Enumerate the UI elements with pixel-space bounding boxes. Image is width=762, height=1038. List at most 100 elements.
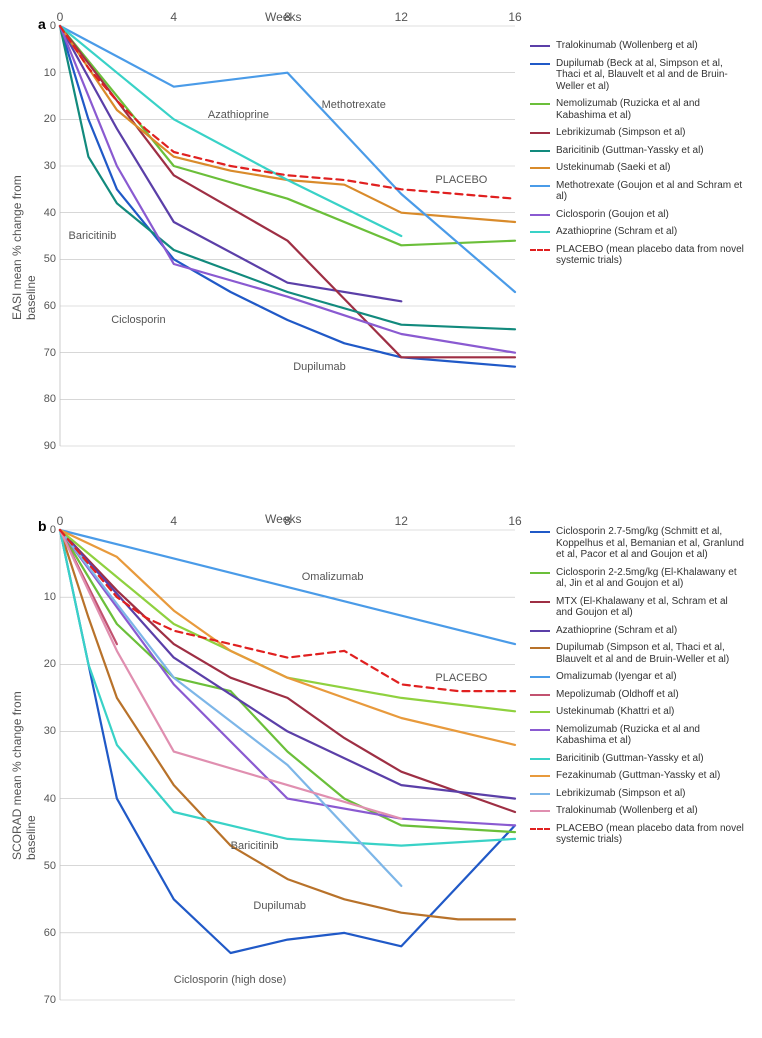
x-tick-label: 8: [284, 10, 291, 24]
legend-label: Lebrikizumab (Simpson et al): [556, 788, 746, 800]
y-tick-label: 10: [32, 591, 56, 603]
legend-label: Nemolizumab (Ruzicka et al and Kabashima…: [556, 724, 746, 747]
legend-swatch: [530, 676, 550, 678]
legend-item: Azathioprine (Schram et al): [530, 226, 746, 238]
series-line: [60, 530, 515, 691]
legend-swatch: [530, 572, 550, 574]
legend-label: Azathioprine (Schram et al): [556, 226, 746, 238]
chart-annotation: Dupilumab: [293, 361, 346, 373]
y-tick-label: 20: [32, 113, 56, 125]
chart-annotation: Omalizumab: [302, 571, 364, 583]
legend-item: Omalizumab (Iyengar et al): [530, 671, 746, 683]
legend-swatch: [530, 167, 550, 169]
series-line: [60, 530, 515, 745]
legend-swatch: [530, 231, 550, 233]
legend-swatch: [530, 758, 550, 760]
y-tick-label: 50: [32, 253, 56, 265]
x-tick-label: 16: [508, 10, 521, 24]
legend-label: Azathioprine (Schram et al): [556, 625, 746, 637]
legend-item: Baricitinib (Guttman-Yassky et al): [530, 145, 746, 157]
legend-swatch: [530, 630, 550, 632]
legend-label: Baricitinib (Guttman-Yassky et al): [556, 145, 746, 157]
legend-swatch: [530, 810, 550, 812]
x-tick-label: 16: [508, 514, 521, 528]
chart-annotation: PLACEBO: [435, 174, 487, 186]
y-tick-label: 90: [32, 440, 56, 452]
y-tick-label: 40: [32, 793, 56, 805]
legend-item: Ciclosporin 2-2.5mg/kg (El-Khalawany et …: [530, 567, 746, 590]
legend-label: Ustekinumab (Khattri et al): [556, 706, 746, 718]
x-tick-label: 0: [57, 514, 64, 528]
legend-label: Ciclosporin (Goujon et al): [556, 209, 746, 221]
legend-label: Dupilumab (Simpson et al, Thaci et al, B…: [556, 642, 746, 665]
legend-swatch: [530, 775, 550, 777]
y-tick-label: 10: [32, 67, 56, 79]
legend-label: Ciclosporin 2-2.5mg/kg (El-Khalawany et …: [556, 567, 746, 590]
panel-a-plot: [60, 26, 515, 446]
panel-b-y-title: SCORAD mean % change from baseline: [10, 660, 38, 860]
chart-annotation: Azathioprine: [208, 109, 269, 121]
legend-label: MTX (El-Khalawany et al, Schram et al an…: [556, 596, 746, 619]
page: a b Weeks Weeks EASI mean % change from …: [0, 0, 762, 1038]
legend-label: Baricitinib (Guttman-Yassky et al): [556, 753, 746, 765]
x-tick-label: 12: [395, 10, 408, 24]
legend-label: PLACEBO (mean placebo data from novel sy…: [556, 823, 746, 846]
chart-annotation: Methotrexate: [322, 99, 386, 111]
y-tick-label: 0: [32, 524, 56, 536]
x-tick-label: 4: [170, 10, 177, 24]
panel-b-plot: [60, 530, 515, 1000]
panel-a-legend: Tralokinumab (Wollenberg et al)Dupilumab…: [530, 40, 746, 273]
chart-annotation: Baricitinib: [69, 230, 117, 242]
legend-item: Ciclosporin (Goujon et al): [530, 209, 746, 221]
legend-swatch: [530, 45, 550, 47]
series-line: [60, 530, 515, 953]
legend-item: Tralokinumab (Wollenberg et al): [530, 805, 746, 817]
y-tick-label: 80: [32, 393, 56, 405]
y-tick-label: 60: [32, 927, 56, 939]
panel-svg: [60, 26, 515, 446]
series-line: [60, 26, 401, 236]
y-tick-label: 30: [32, 725, 56, 737]
legend-swatch: [530, 132, 550, 134]
y-tick-label: 30: [32, 160, 56, 172]
legend-swatch: [530, 185, 550, 187]
y-tick-label: 70: [32, 347, 56, 359]
x-tick-label: 4: [170, 514, 177, 528]
legend-item: Dupilumab (Simpson et al, Thaci et al, B…: [530, 642, 746, 665]
y-tick-label: 20: [32, 658, 56, 670]
chart-annotation: Ciclosporin (high dose): [174, 974, 287, 986]
y-tick-label: 60: [32, 300, 56, 312]
legend-label: Omalizumab (Iyengar et al): [556, 671, 746, 683]
series-line: [60, 26, 515, 357]
legend-label: Lebrikizumab (Simpson et al): [556, 127, 746, 139]
legend-label: Dupilumab (Beck at al, Simpson et al, Th…: [556, 58, 746, 93]
legend-item: Ustekinumab (Saeki et al): [530, 162, 746, 174]
legend-label: Nemolizumab (Ruzicka et al and Kabashima…: [556, 98, 746, 121]
legend-label: Mepolizumab (Oldhoff et al): [556, 689, 746, 701]
series-line: [60, 26, 515, 353]
legend-item: Fezakinumab (Guttman-Yassky et al): [530, 770, 746, 782]
chart-annotation: Baricitinib: [231, 840, 279, 852]
legend-item: Azathioprine (Schram et al): [530, 625, 746, 637]
series-line: [60, 530, 515, 711]
legend-label: Methotrexate (Goujon et al and Schram et…: [556, 180, 746, 203]
legend-swatch: [530, 647, 550, 649]
panel-b-legend: Ciclosporin 2.7-5mg/kg (Schmitt et al, K…: [530, 526, 746, 852]
series-line: [60, 26, 515, 199]
legend-label: Ustekinumab (Saeki et al): [556, 162, 746, 174]
legend-swatch: [530, 694, 550, 696]
legend-swatch: [530, 63, 550, 65]
x-tick-label: 8: [284, 514, 291, 528]
legend-item: PLACEBO (mean placebo data from novel sy…: [530, 244, 746, 267]
legend-swatch: [530, 601, 550, 603]
legend-item: Lebrikizumab (Simpson et al): [530, 127, 746, 139]
panel-a-y-title: EASI mean % change from baseline: [10, 150, 38, 320]
legend-swatch: [530, 214, 550, 216]
legend-swatch: [530, 103, 550, 105]
panel-svg: [60, 530, 515, 1000]
series-line: [60, 530, 515, 919]
y-tick-label: 40: [32, 207, 56, 219]
chart-annotation: PLACEBO: [435, 672, 487, 684]
legend-item: Dupilumab (Beck at al, Simpson et al, Th…: [530, 58, 746, 93]
legend-item: Mepolizumab (Oldhoff et al): [530, 689, 746, 701]
